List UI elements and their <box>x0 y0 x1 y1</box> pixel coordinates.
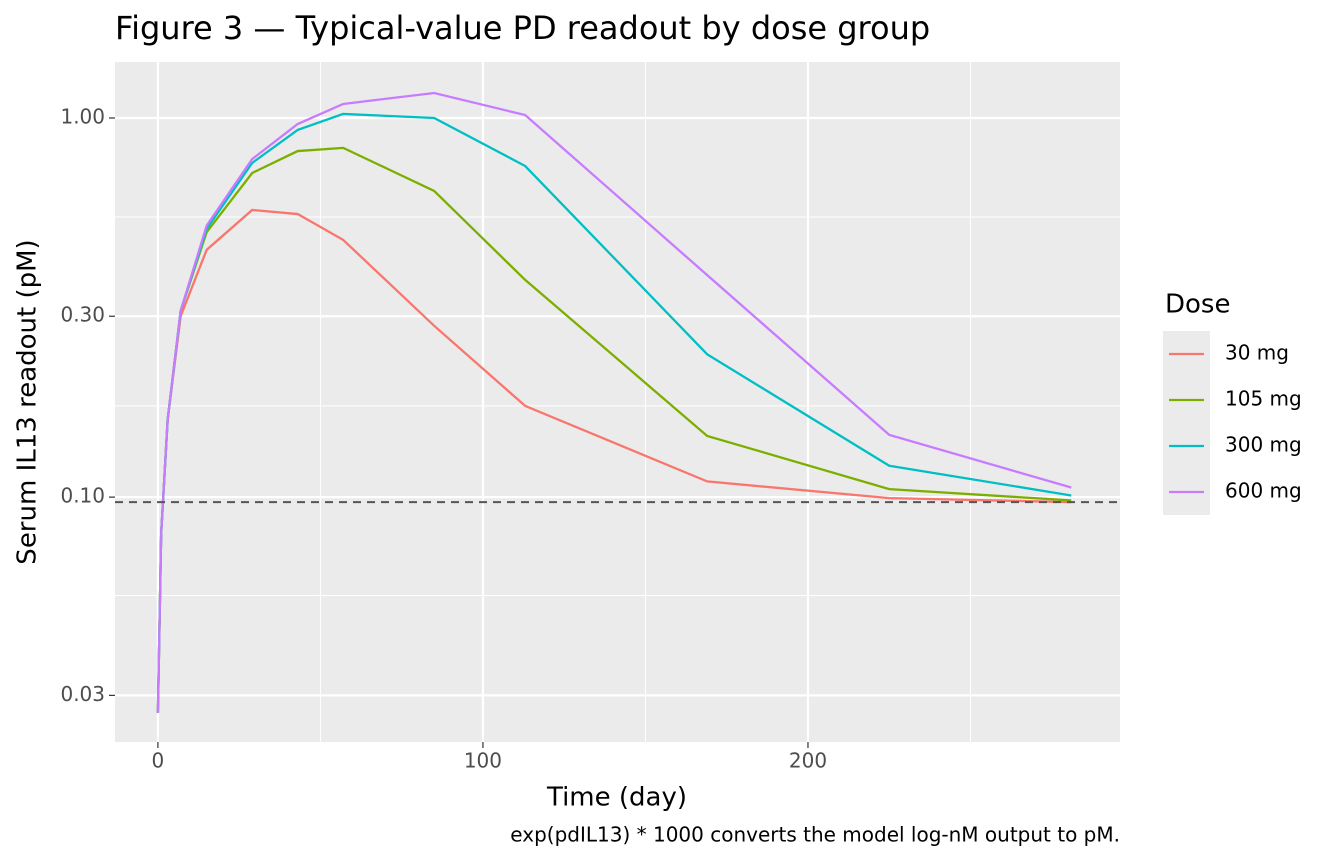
y-tick-label: 0.03 <box>60 682 105 706</box>
series-line <box>156 91 1072 713</box>
y-tick-label: 0.10 <box>60 484 105 508</box>
legend-label: 300 mg <box>1225 433 1302 457</box>
y-axis-title: Serum IL13 readout (pM) <box>13 239 43 564</box>
y-tick-label: 0.30 <box>60 303 105 327</box>
x-axis-title: Time (day) <box>546 783 687 813</box>
legend-title: Dose <box>1165 290 1230 320</box>
legend-label: 30 mg <box>1225 341 1289 365</box>
legend-label: 600 mg <box>1225 479 1302 503</box>
legend-keys-bg <box>1163 331 1210 515</box>
caption: exp(pdIL13) * 1000 converts the model lo… <box>510 823 1120 847</box>
chart-title: Figure 3 — Typical-value PD readout by d… <box>115 9 930 47</box>
plot-panel <box>115 62 1120 742</box>
y-tick-label: 1.00 <box>60 104 105 128</box>
legend-label: 105 mg <box>1225 387 1302 411</box>
x-tick-label: 100 <box>464 749 502 773</box>
x-tick-label: 0 <box>152 749 165 773</box>
x-tick-label: 200 <box>789 749 827 773</box>
